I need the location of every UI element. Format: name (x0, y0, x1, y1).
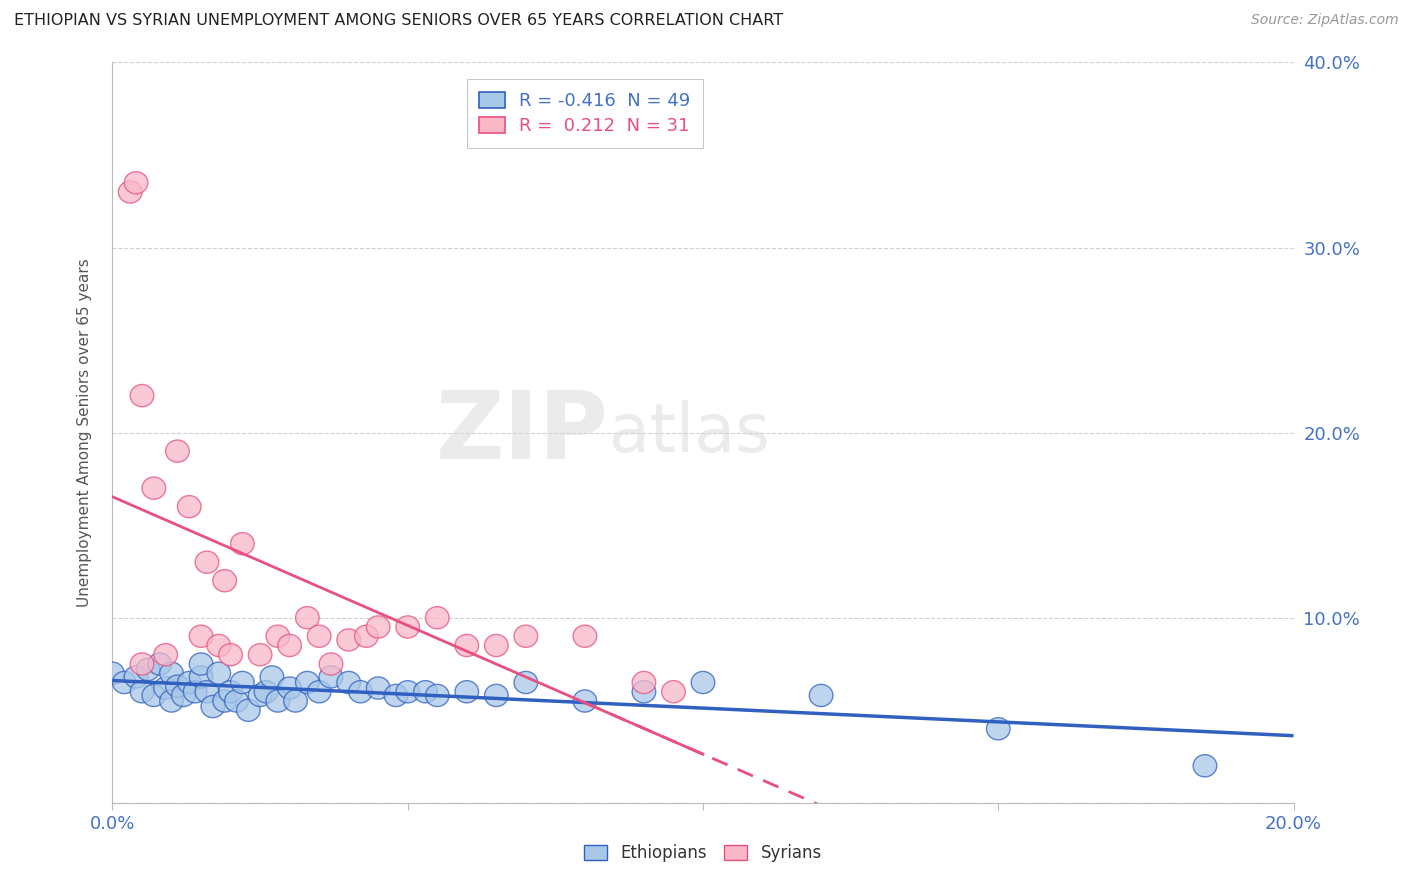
Text: atlas: atlas (609, 400, 769, 466)
Legend: Ethiopians, Syrians: Ethiopians, Syrians (578, 838, 828, 869)
Text: Source: ZipAtlas.com: Source: ZipAtlas.com (1251, 13, 1399, 28)
Text: ZIP: ZIP (436, 386, 609, 479)
Y-axis label: Unemployment Among Seniors over 65 years: Unemployment Among Seniors over 65 years (77, 259, 91, 607)
Text: ETHIOPIAN VS SYRIAN UNEMPLOYMENT AMONG SENIORS OVER 65 YEARS CORRELATION CHART: ETHIOPIAN VS SYRIAN UNEMPLOYMENT AMONG S… (14, 13, 783, 29)
